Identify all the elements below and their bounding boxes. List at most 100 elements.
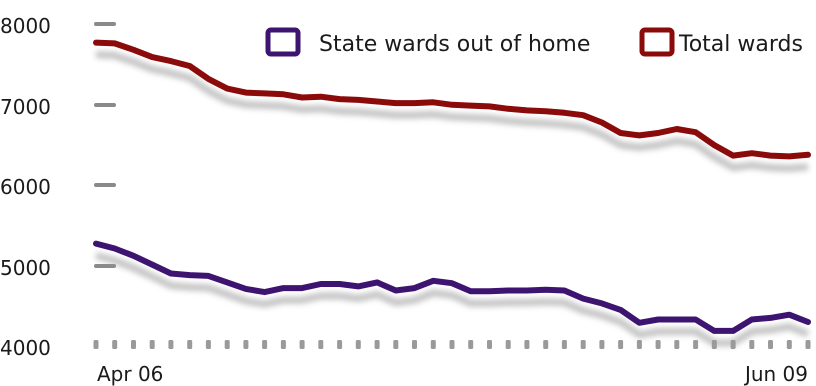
x-tick-mark (430, 340, 436, 349)
x-tick-mark (93, 340, 99, 349)
data-point-state-wards (243, 286, 249, 292)
data-point-total-wards (505, 106, 511, 112)
x-tick-mark (374, 340, 380, 349)
x-tick-mark (112, 340, 118, 349)
legend: State wards out of home Total wards (265, 27, 803, 57)
data-point-total-wards (337, 96, 343, 102)
data-point-state-wards (187, 272, 193, 278)
data-point-state-wards (168, 271, 174, 276)
x-tick-mark (131, 340, 136, 349)
data-point-total-wards (93, 40, 99, 46)
y-tick-mark (94, 264, 116, 268)
data-point-total-wards (168, 58, 174, 64)
x-tick-mark (205, 340, 211, 349)
x-tick-mark (168, 340, 174, 349)
data-point-total-wards (655, 130, 661, 136)
x-tick-mark (524, 340, 530, 349)
data-point-state-wards (599, 300, 605, 306)
x-tick-mark (618, 340, 624, 349)
data-point-total-wards (730, 153, 736, 159)
data-point-total-wards (636, 132, 642, 138)
y-tick-label: 6000 (0, 175, 51, 199)
series-shadow-total-wards (95, 51, 809, 172)
data-point-total-wards (430, 99, 436, 105)
data-point-total-wards (599, 120, 605, 125)
data-point-state-wards (337, 281, 343, 287)
data-point-total-wards (543, 108, 549, 114)
data-point-state-wards (561, 288, 567, 293)
x-tick-mark (243, 340, 249, 349)
legend-label-total-wards: Total wards (678, 32, 803, 57)
data-point-total-wards (711, 142, 717, 148)
data-point-state-wards (524, 288, 530, 293)
data-point-state-wards (487, 288, 492, 294)
data-point-state-wards (674, 317, 680, 322)
y-tick-label: 4000 (0, 336, 51, 360)
x-tick-mark (393, 340, 399, 349)
data-point-state-wards (655, 317, 661, 322)
data-point-state-wards (149, 262, 155, 268)
data-point-total-wards (318, 94, 324, 100)
x-tick-mark (262, 340, 268, 349)
data-point-state-wards (131, 253, 136, 259)
data-point-state-wards (636, 320, 642, 326)
x-tick-mark (655, 340, 661, 349)
x-tick-label-first: Apr 06 (97, 362, 163, 386)
data-point-total-wards (674, 126, 680, 132)
data-point-total-wards (561, 110, 567, 116)
data-point-state-wards (224, 279, 230, 285)
data-point-total-wards (243, 90, 249, 96)
x-tick-mark (187, 340, 193, 349)
y-tick-label: 7000 (0, 95, 51, 119)
data-point-total-wards (805, 152, 811, 158)
data-point-state-wards (412, 285, 417, 291)
data-point-total-wards (374, 99, 380, 104)
data-point-state-wards (768, 315, 773, 321)
x-tick-mark (561, 340, 567, 349)
x-tick-mark (505, 340, 511, 349)
data-point-total-wards (131, 47, 136, 53)
data-point-total-wards (112, 40, 118, 46)
data-point-state-wards (430, 278, 436, 284)
x-tick-mark (280, 340, 286, 349)
x-tick-mark (224, 340, 230, 349)
data-point-state-wards (280, 285, 286, 291)
y-tick-7000: 7000 (0, 95, 116, 119)
x-tick-mark (318, 340, 324, 349)
data-point-state-wards (93, 241, 99, 247)
x-tick-mark (636, 340, 642, 349)
data-point-state-wards (543, 287, 549, 293)
x-tick-mark (149, 340, 155, 349)
x-tick-marks (93, 340, 811, 349)
data-point-total-wards (205, 76, 211, 82)
y-tick-label: 5000 (0, 256, 51, 280)
data-point-state-wards (468, 288, 474, 294)
data-point-state-wards (449, 280, 455, 286)
data-point-state-wards (112, 246, 118, 251)
y-tick-mark (94, 183, 116, 187)
y-axis: 8000 7000 6000 5000 4000 (0, 14, 116, 360)
data-point-total-wards (393, 100, 399, 106)
data-point-total-wards (768, 153, 773, 159)
plot-area (93, 39, 811, 347)
y-tick-mark (94, 103, 116, 107)
data-point-total-wards (299, 95, 305, 100)
data-point-total-wards (187, 63, 193, 69)
data-point-state-wards (618, 307, 624, 313)
y-tick-6000: 6000 (0, 175, 116, 199)
data-point-total-wards (468, 103, 474, 109)
data-point-state-wards (505, 288, 511, 293)
data-point-total-wards (449, 102, 455, 108)
x-tick-mark (468, 340, 474, 349)
data-point-total-wards (749, 150, 755, 156)
data-point-state-wards (693, 317, 699, 322)
data-point-state-wards (749, 317, 755, 322)
data-point-total-wards (786, 153, 792, 159)
data-point-state-wards (711, 328, 717, 334)
data-point-total-wards (524, 107, 530, 113)
x-tick-mark (299, 340, 305, 349)
x-tick-mark (487, 340, 492, 349)
x-tick-mark (355, 340, 361, 349)
data-point-total-wards (149, 54, 155, 60)
data-point-total-wards (262, 90, 268, 96)
